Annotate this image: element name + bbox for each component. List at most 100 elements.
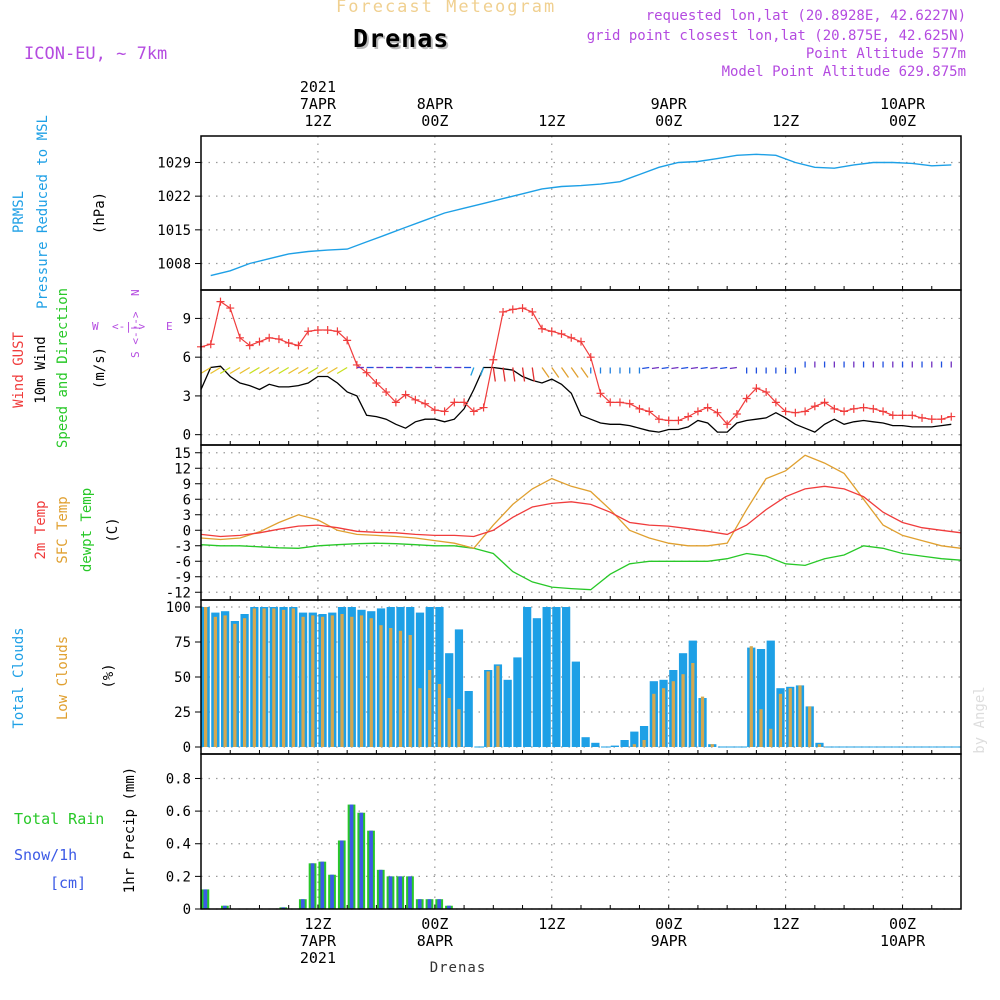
total-clouds-bar [620,740,629,747]
bottom-time-label: 7APR [300,932,337,950]
gust-marker [635,404,644,413]
ytick-label-clouds: 0 [183,740,191,756]
wind-direction-arrow [729,366,737,370]
wind-direction-arrow [249,366,260,375]
data-layer [197,153,962,909]
gust-marker [411,395,420,404]
wind-direction-arrow [492,367,496,382]
wind-direction-arrow [681,366,689,370]
tsfc-label: SFC Temp [55,496,71,563]
gridpoint-coords: grid point closest lon,lat (20.875E, 42.… [586,28,966,44]
text-layer: 10081015102210290369-12-9-6-303691215025… [157,78,988,976]
gust-marker [557,329,566,338]
gust-marker [586,353,595,362]
low-clouds-bar [700,696,705,747]
gust-marker [450,398,459,407]
gust-marker [888,411,897,420]
ytick-label-temp: 15 [174,446,191,462]
low-clouds-bar [496,665,500,747]
wind-direction-arrow [580,367,589,378]
total-clouds-bar [513,657,522,747]
compass-e: E [166,320,173,333]
low-clouds-bar [447,698,451,747]
clouds-unit: (%) [101,663,117,688]
model-label: ICON-EU, ~ 7km [24,44,168,64]
credit-watermark: by Angel [972,686,988,753]
snow-bar [378,869,383,909]
gust-marker [479,403,488,412]
snow-bar [388,876,393,909]
wind-direction-arrow [661,366,669,370]
gust-marker [567,333,576,342]
compass-horizontal: <-|-> [112,320,145,333]
gust-marker [752,384,761,393]
compass-w: W [92,320,99,333]
wind-direction-arrow [512,367,516,382]
gust-marker [421,399,430,408]
gust-marker [401,390,410,399]
gust-marker [391,398,400,407]
wind-direction-arrow [317,366,329,375]
total-clouds-bar [552,607,561,747]
gust-label: Wind GUST [11,332,27,408]
gust-marker [294,341,303,350]
snow-unit-label: [cm] [50,874,86,892]
low-clouds-bar [252,608,256,747]
low-clouds-bar [379,625,383,747]
wind-label: 10m Wind [33,336,49,403]
ytick-label-clouds: 75 [174,635,191,651]
gust-marker [713,408,722,417]
t2m-label: 2m Temp [33,500,49,559]
gust-marker [781,407,790,416]
ytick-label-wind: 0 [183,428,191,444]
gust-marker [693,407,702,416]
total-clouds-bar [756,649,766,747]
gust-marker [762,388,771,397]
gust-marker [430,406,439,415]
ytick-label-precip: 0 [183,902,191,918]
requested-coords: requested lon,lat (20.8928E, 42.6227N) [645,8,966,24]
wind-direction-arrow [229,366,241,375]
ytick-label-pressure: 1029 [157,155,191,171]
gust-marker [343,336,352,345]
gust-marker [518,304,527,313]
pressure-label-1: PRMSL [11,191,27,233]
gust-marker [645,407,654,416]
total-clouds-bar [591,742,600,747]
low-clouds-bar [437,684,442,747]
gust-marker [577,337,585,346]
gust-marker [664,416,673,425]
low-clouds-bar [652,693,656,747]
ytick-label-wind: 9 [183,311,191,327]
low-clouds-bar [486,671,490,747]
top-time-label: 7APR [300,95,337,113]
low-clouds-bar [408,635,412,747]
low-clouds-bar [691,663,695,747]
total-clouds-bar [571,661,580,747]
total-clouds-label: Total Clouds [11,627,27,728]
gust-marker [528,307,537,316]
snow-bar [369,830,373,909]
wind-direction-arrow [710,366,718,370]
temp-unit: (C) [105,517,121,542]
total-clouds-bar [415,612,425,747]
top-time-label: 12Z [772,112,799,130]
ytick-label-pressure: 1008 [157,257,191,273]
top-time-label: 12Z [538,112,565,130]
label-layer: PRMSL Pressure Reduced to MSL (hPa) Wind GU… [11,115,173,893]
snow-bar [408,876,412,909]
ytick-label-temp: 0 [183,523,191,539]
gust-marker [547,327,556,336]
low-clouds-bar [291,608,295,747]
total-clouds-bar [639,726,649,747]
low-clouds-bar [350,616,354,747]
point-altitude: Point Altitude 577m [805,46,966,62]
low-clouds-bar [778,693,783,747]
pressure-unit: (hPa) [92,192,108,234]
snow-bar [320,861,325,909]
top-time-label: 10APR [880,95,926,113]
gust-marker [323,326,332,335]
gust-marker [333,327,342,336]
ytick-label-pressure: 1022 [157,189,191,205]
gust-marker [771,398,780,407]
